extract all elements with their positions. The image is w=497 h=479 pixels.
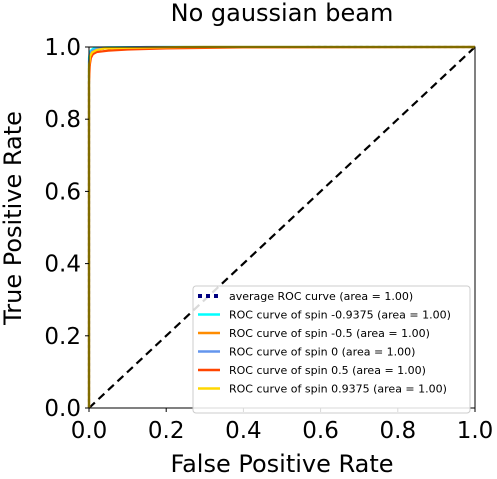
x-tick-label: 0.2: [148, 418, 185, 444]
x-tick-label: 0.0: [71, 418, 108, 444]
y-tick-label: 1.0: [44, 35, 81, 61]
x-axis-label: False Positive Rate: [170, 450, 393, 478]
x-tick-label: 1.0: [457, 418, 494, 444]
legend: average ROC curve (area = 1.00) ROC curve…: [192, 285, 471, 414]
y-tick-label: 0.2: [44, 324, 81, 350]
x-tick-label: 0.8: [380, 418, 417, 444]
y-axis-label: True Positive Rate: [0, 111, 27, 326]
y-tick-label: 0.0: [44, 396, 81, 422]
legend-entry-label: ROC curve of spin -0.5 (area = 1.00): [229, 327, 430, 340]
axis-ticks: 0.0 0.2 0.4 0.6 0.8 1.0 0.0 0.2 0.4 0.6 0.8 1.0: [44, 35, 493, 444]
y-tick-label: 0.4: [44, 252, 81, 278]
legend-entry-label: ROC curve of spin 0 (area = 1.00): [229, 346, 415, 359]
legend-entry-label: ROC curve of spin 0.9375 (area = 1.00): [229, 383, 447, 396]
chance-reference-line: [88, 46, 476, 409]
legend-entry-label: ROC curve of spin 0.5 (area = 1.00): [229, 364, 426, 377]
plot-area: [87, 45, 476, 409]
y-tick-label: 0.6: [44, 179, 81, 205]
x-tick-label: 0.6: [302, 418, 339, 444]
legend-entry-label: average ROC curve (area = 1.00): [229, 290, 413, 303]
x-tick-label: 0.4: [225, 418, 262, 444]
y-tick-label: 0.8: [44, 107, 81, 133]
legend-entry-label: ROC curve of spin -0.9375 (area = 1.00): [229, 309, 451, 322]
legend-box: [192, 285, 471, 414]
chart-title: No gaussian beam: [171, 0, 394, 27]
